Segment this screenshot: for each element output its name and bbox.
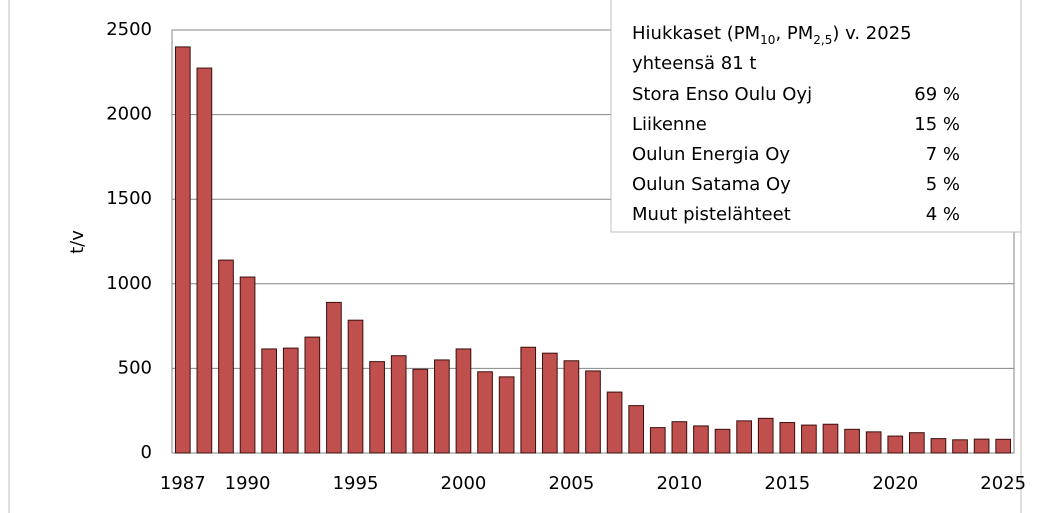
bar	[498, 376, 515, 454]
bar	[606, 391, 623, 454]
title-part: Hiukkaset (PM	[632, 23, 760, 44]
y-tick-label: 1000	[106, 273, 152, 294]
row-label: Muut pistelähteet	[632, 204, 791, 225]
chart-frame	[8, 0, 1022, 513]
bar	[347, 319, 364, 454]
bar	[693, 425, 709, 454]
bar	[196, 67, 213, 454]
y-tick-label: 500	[118, 357, 152, 378]
row-label: Oulun Satama Oy	[632, 174, 791, 195]
bar	[520, 346, 537, 454]
x-tick-label: 2000	[441, 473, 487, 494]
annotation-subtitle: yhteensä 81 t	[632, 53, 757, 74]
bar	[995, 438, 1012, 454]
x-tick-label: 2025	[980, 473, 1026, 494]
bar	[326, 301, 342, 454]
bar	[779, 422, 796, 454]
bar	[563, 360, 580, 454]
row-value: 69 %	[914, 84, 960, 105]
y-tick-label: 2000	[106, 104, 152, 125]
x-tick-label: 2015	[764, 473, 810, 494]
x-tick-label: 1987	[160, 473, 206, 494]
row-label: Stora Enso Oulu Oyj	[632, 84, 812, 105]
bar	[887, 435, 904, 454]
y-tick-label: 2500	[106, 19, 152, 40]
bar	[477, 371, 493, 454]
bar	[628, 405, 645, 454]
y-axis-label: t/v	[67, 230, 88, 254]
bar	[909, 432, 925, 454]
bar	[304, 336, 321, 454]
x-tick-label: 1990	[225, 473, 271, 494]
bar	[390, 355, 407, 454]
subscript: 2,5	[813, 33, 832, 47]
bar	[455, 348, 472, 454]
bar	[801, 424, 817, 454]
x-tick-label: 2005	[549, 473, 595, 494]
title-part: , PM	[775, 23, 813, 44]
bar	[434, 359, 450, 454]
x-tick-label: 1995	[333, 473, 379, 494]
bar	[239, 276, 256, 454]
bar	[973, 438, 990, 454]
row-value: 7 %	[926, 144, 960, 165]
row-value: 5 %	[926, 174, 960, 195]
bar	[174, 46, 191, 454]
title-part: ) v. 2025	[832, 23, 911, 44]
subscript: 10	[760, 33, 775, 47]
bar	[282, 347, 299, 454]
bar	[714, 428, 731, 454]
bar	[736, 420, 752, 454]
row-value: 15 %	[914, 114, 960, 135]
bar	[671, 421, 688, 454]
x-tick-label: 2020	[872, 473, 918, 494]
bar	[865, 431, 882, 454]
y-tick-label: 1500	[106, 188, 152, 209]
bar	[649, 427, 666, 454]
bar	[844, 428, 860, 454]
bar	[218, 259, 234, 454]
row-label: Oulun Energia Oy	[632, 144, 790, 165]
row-value: 4 %	[926, 204, 960, 225]
bar	[822, 423, 839, 454]
annotation-box	[610, 0, 1022, 233]
bar	[930, 438, 947, 454]
bar	[369, 361, 385, 454]
bar	[757, 417, 774, 454]
row-label: Liikenne	[632, 114, 707, 135]
x-tick-label: 2010	[656, 473, 702, 494]
bar	[585, 370, 601, 454]
bar	[412, 368, 429, 454]
bar	[952, 439, 968, 454]
annotation-title: Hiukkaset (PM10, PM2,5) v. 2025	[632, 23, 912, 47]
bar	[541, 352, 558, 454]
y-tick-label: 0	[141, 442, 152, 463]
bar	[261, 348, 277, 454]
